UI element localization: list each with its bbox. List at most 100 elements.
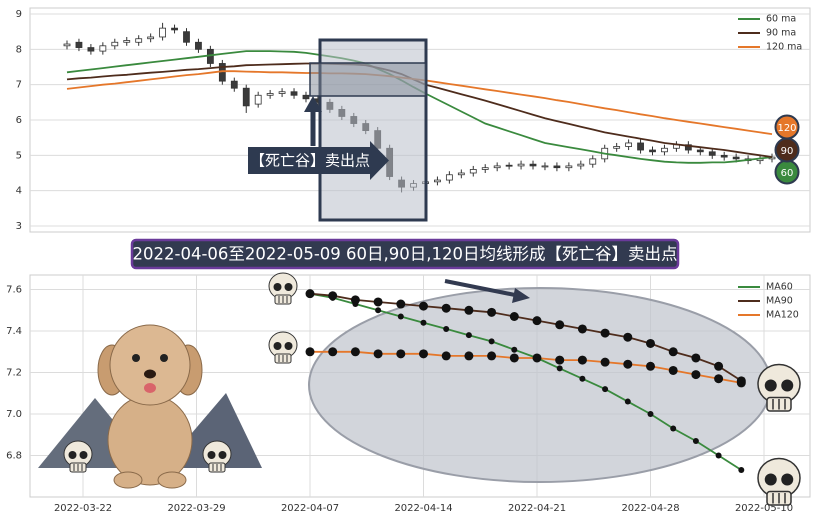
x-tick-label: 2022-04-28 [621,503,679,514]
skull-eye [273,342,282,350]
y-tick-label: 7.6 [6,285,22,296]
point [328,347,338,357]
candle-body [720,154,728,158]
point [509,311,519,321]
candle-body [159,27,166,38]
point [600,357,610,367]
dog-paw [157,471,187,489]
point [420,319,427,326]
point [623,332,633,342]
skull-eye [781,379,794,392]
point [328,291,338,301]
point [691,353,701,363]
point [714,374,724,384]
arrow-head [304,96,322,112]
point [305,347,315,357]
bottom-chart: 6.8 7.0 7.2 7.4 7.6 2022-03-22 2022-03-29 2022-… [6,272,811,514]
y-tick-label: 7.2 [6,368,22,379]
banner-arrow-head [512,288,530,303]
point [556,365,563,372]
point [646,338,655,348]
skull-icon [757,363,801,412]
point [373,297,383,307]
point [441,303,451,313]
skull-eye [218,451,227,459]
skull-eye [764,379,777,392]
badge-label: 90 [781,146,794,157]
dog-paw [113,471,143,489]
candle-body [517,163,525,167]
y-tick-label: 8 [16,44,22,55]
candle-body [565,165,573,169]
skull-eye [79,451,88,459]
point [532,353,542,363]
skull-eye [284,283,293,291]
legend-label: MA90 [766,296,793,307]
point [464,305,474,315]
skull-icon [63,440,93,473]
candle-body [649,149,656,153]
candle-body [147,36,155,40]
ma-line [309,292,742,471]
badge-label: 60 [781,168,794,179]
skull-eye [764,473,777,486]
dog-body [107,394,193,486]
point [577,324,587,334]
candle-body [529,163,537,167]
point [600,328,610,338]
candle-body [171,27,178,31]
skull-eye [284,342,293,350]
candle-body [493,165,501,169]
candle-body [75,41,83,48]
point [736,378,746,388]
point [350,347,360,357]
skull-icon [268,331,298,364]
candle-body [434,179,441,183]
skull-icon [268,272,298,305]
x-tick-label: 2022-03-22 [54,503,112,514]
point [623,359,633,369]
dog-tongue [144,383,156,393]
candle-body [481,167,489,170]
candle-body [625,142,633,147]
point [647,411,654,418]
candle-body [661,147,668,153]
candle-body [290,91,298,96]
skull-teeth [772,399,786,410]
candle-body [445,174,453,181]
point [488,338,495,345]
candle-body [541,165,549,168]
candle-body [242,87,250,107]
x-tick-label: 2022-04-21 [508,503,566,514]
x-tick-label: 2022-04-14 [394,503,452,514]
y-tick-label: 9 [16,9,22,20]
candle-body [63,43,71,47]
candle-body [732,156,740,160]
candle-body [230,80,238,89]
y-tick-label: 6.8 [6,451,22,462]
top-chart: 3 4 5 6 7 8 9 【死亡谷】卖出点 60 ma 90 ma 120 ma 60 90 120 [16,7,811,233]
skull-eye [781,473,794,486]
point [668,347,678,357]
banner-arrow [444,279,521,298]
dog-eye [132,354,140,362]
y-tick-label: 4 [16,186,22,197]
x-tick-label: 2022-05-10 [735,503,793,514]
skull-teeth [278,296,288,303]
legend-label: 120 ma [766,42,802,53]
point [350,295,360,305]
skull-teeth [772,493,786,504]
legend-label: MA120 [766,310,799,321]
banner [130,238,680,270]
point [397,313,404,320]
point [419,349,428,359]
point [738,467,745,474]
point [419,301,428,311]
y-tick-label: 6 [16,115,22,126]
candle-body [553,165,561,169]
point [670,425,677,432]
candle-body [589,158,597,165]
skull-eye [207,451,216,459]
annotation-pointer [370,141,389,180]
legend-label: MA60 [766,282,793,293]
